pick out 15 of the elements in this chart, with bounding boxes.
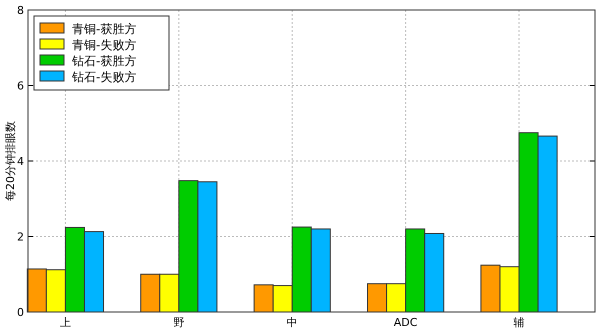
y-tick-label: 6 (17, 80, 24, 92)
y-tick-label: 2 (17, 230, 24, 244)
y-tick-label: 4 (17, 155, 24, 168)
x-tick-label: ADC (394, 316, 418, 329)
x-tick-label: 野 (173, 316, 184, 329)
x-tick-label: 中 (286, 316, 298, 329)
legend-label: 青铜-失败方 (72, 38, 136, 52)
x-tick-label: 辅 (514, 316, 525, 329)
y-axis-title: 每20分钟排眼数 (4, 121, 17, 201)
legend-label: 青铜-获胜方 (72, 22, 136, 36)
legend-label: 钻石-失败方 (71, 70, 136, 84)
y-tick-label: 0 (17, 306, 24, 319)
legend-label: 钻石-获胜方 (71, 54, 136, 68)
y-tick-label: 8 (17, 4, 24, 17)
x-tick-label: 上 (60, 316, 71, 329)
